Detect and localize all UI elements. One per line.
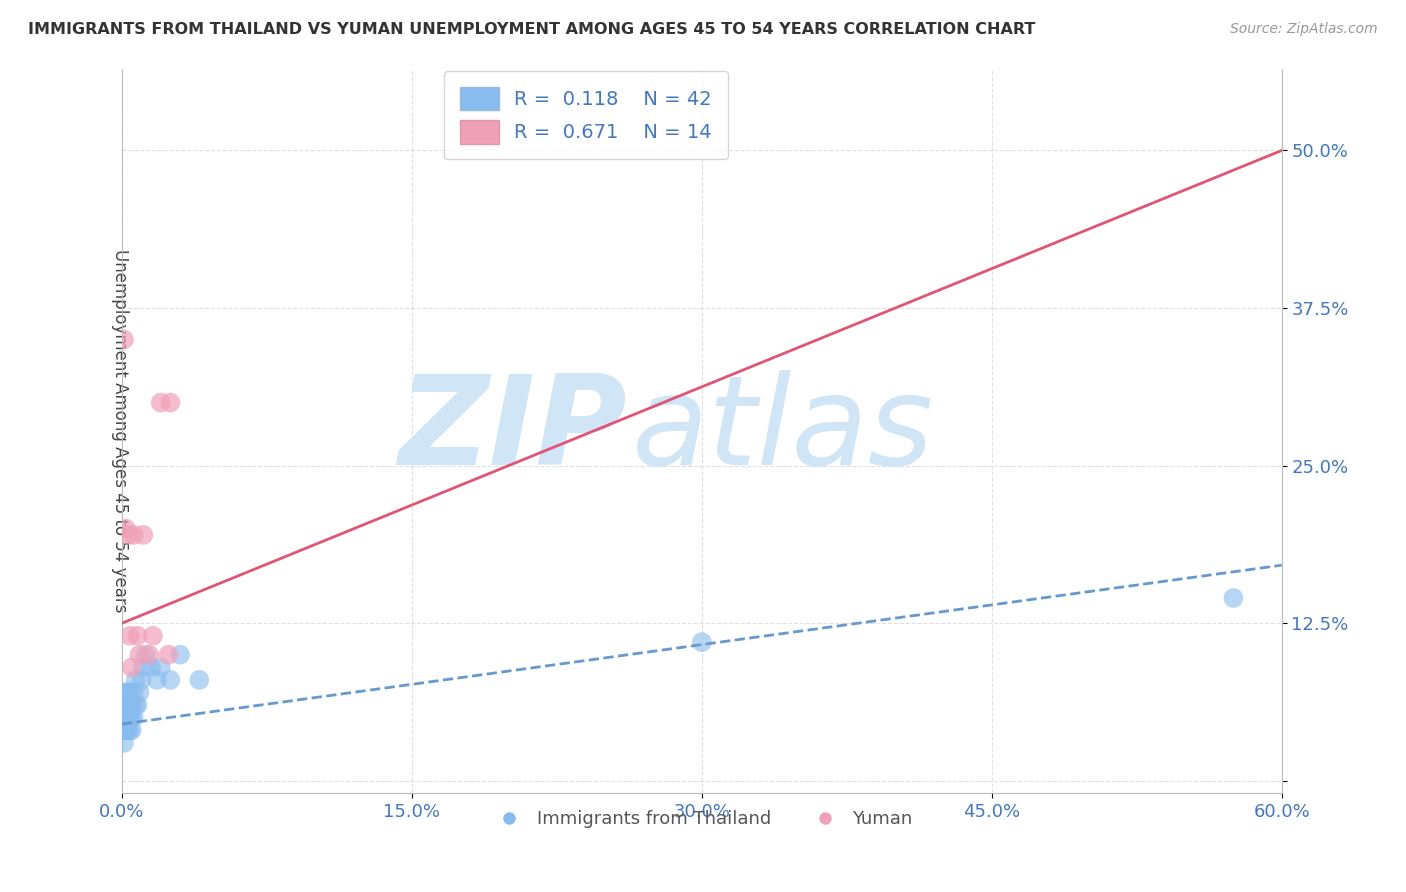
Point (115, 723, 138, 738)
Point (127, 698, 149, 712)
Point (118, 685, 141, 699)
Point (117, 528, 139, 542)
Legend: Immigrants from Thailand, Yuman: Immigrants from Thailand, Yuman (484, 803, 920, 835)
Point (121, 711, 143, 725)
Point (124, 698, 146, 712)
Point (157, 648, 180, 662)
Point (131, 673, 153, 687)
Point (112, 723, 135, 738)
Point (117, 711, 139, 725)
Text: atlas: atlas (633, 370, 935, 491)
Point (188, 673, 211, 687)
Point (149, 395, 172, 409)
Point (117, 698, 139, 712)
Point (127, 629, 149, 643)
Point (118, 723, 141, 738)
Point (121, 660, 143, 674)
Point (115, 698, 138, 712)
Point (112, 736, 135, 750)
Point (169, 648, 191, 662)
Point (159, 395, 181, 409)
Point (112, 711, 135, 725)
Text: ZIP: ZIP (398, 370, 627, 491)
Point (115, 698, 138, 712)
Point (118, 629, 141, 643)
Point (132, 528, 155, 542)
Point (159, 673, 181, 687)
Point (128, 685, 150, 699)
Point (121, 723, 143, 738)
Point (122, 528, 145, 542)
Point (142, 629, 165, 643)
Point (149, 660, 172, 674)
Point (121, 698, 143, 712)
Point (128, 648, 150, 662)
Point (117, 711, 139, 725)
Point (115, 685, 138, 699)
Point (112, 711, 135, 725)
Text: Source: ZipAtlas.com: Source: ZipAtlas.com (1230, 22, 1378, 37)
Point (112, 698, 135, 712)
Point (1222, 591, 1244, 605)
Point (122, 711, 145, 725)
Text: IMMIGRANTS FROM THAILAND VS YUMAN UNEMPLOYMENT AMONG AGES 45 TO 54 YEARS CORRELA: IMMIGRANTS FROM THAILAND VS YUMAN UNEMPL… (28, 22, 1035, 37)
Point (134, 648, 156, 662)
Point (117, 723, 139, 738)
Point (118, 711, 141, 725)
Point (112, 333, 135, 347)
Point (146, 673, 169, 687)
Point (122, 685, 145, 699)
Point (115, 711, 138, 725)
Point (115, 711, 138, 725)
Y-axis label: Unemployment Among Ages 45 to 54 years: Unemployment Among Ages 45 to 54 years (111, 249, 129, 613)
Point (115, 522, 138, 536)
Point (118, 698, 141, 712)
Point (138, 648, 160, 662)
Point (139, 660, 162, 674)
Point (132, 660, 155, 674)
Point (112, 685, 135, 699)
Point (124, 673, 146, 687)
Point (112, 723, 135, 738)
Point (117, 685, 139, 699)
Point (690, 635, 713, 649)
